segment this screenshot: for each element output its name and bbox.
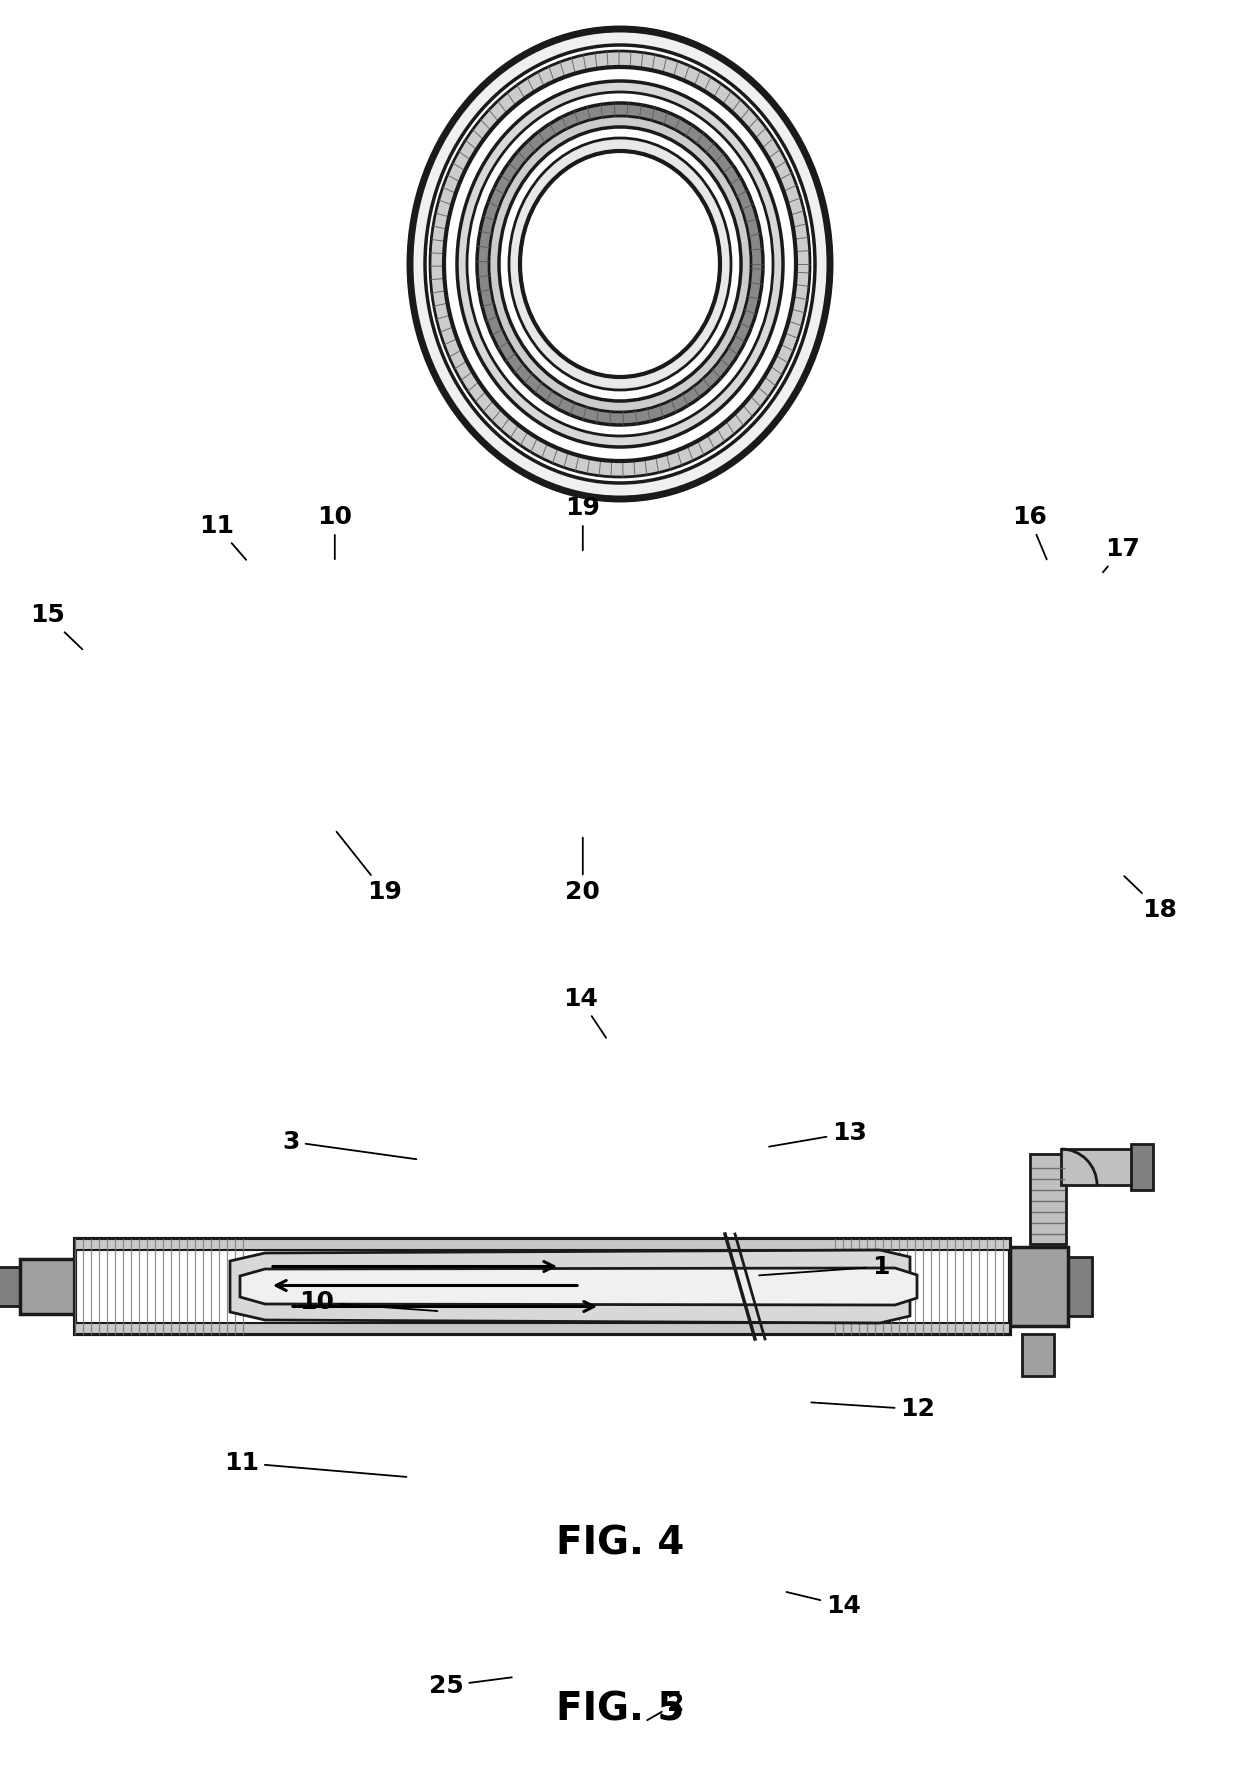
Polygon shape (229, 1251, 910, 1324)
Bar (1022, 1334, 1054, 1375)
Text: FIG. 5: FIG. 5 (556, 1689, 684, 1729)
Bar (1030, 1154, 1066, 1243)
Text: 1: 1 (759, 1254, 889, 1279)
Text: 19: 19 (565, 496, 600, 549)
Bar (74, 1240, 1011, 1251)
Text: FIG. 4: FIG. 4 (556, 1524, 684, 1563)
Ellipse shape (425, 45, 815, 483)
Ellipse shape (467, 93, 773, 435)
Bar (74, 1324, 1011, 1334)
Ellipse shape (477, 103, 763, 425)
Text: 14: 14 (563, 987, 606, 1038)
Ellipse shape (444, 68, 796, 460)
Text: 3: 3 (283, 1129, 417, 1160)
Bar (20, 1260, 78, 1315)
Bar (1061, 1149, 1136, 1185)
Text: 13: 13 (769, 1120, 867, 1147)
Polygon shape (241, 1268, 918, 1306)
Ellipse shape (458, 80, 782, 448)
Bar (1068, 1258, 1092, 1317)
Text: 11: 11 (224, 1450, 407, 1477)
Bar (1131, 1144, 1153, 1190)
Text: 19: 19 (336, 831, 402, 904)
Text: 25: 25 (429, 1673, 512, 1698)
Ellipse shape (498, 127, 742, 401)
Text: 20: 20 (565, 838, 600, 904)
Text: 10: 10 (317, 505, 352, 558)
Bar (0, 1267, 24, 1306)
Ellipse shape (410, 29, 830, 500)
Text: 18: 18 (1125, 876, 1177, 922)
Ellipse shape (508, 137, 732, 391)
Text: 17: 17 (1102, 537, 1140, 573)
Text: 2: 2 (647, 1691, 684, 1720)
Text: 11: 11 (200, 514, 247, 560)
Text: 14: 14 (786, 1591, 861, 1618)
Ellipse shape (489, 116, 751, 412)
Ellipse shape (520, 152, 720, 376)
Text: 16: 16 (1012, 505, 1047, 560)
Ellipse shape (430, 52, 810, 476)
Bar (74, 1240, 1011, 1334)
Text: 15: 15 (30, 603, 82, 649)
Text: 10: 10 (299, 1290, 438, 1315)
Bar (1011, 1247, 1068, 1326)
Text: 12: 12 (811, 1397, 935, 1422)
